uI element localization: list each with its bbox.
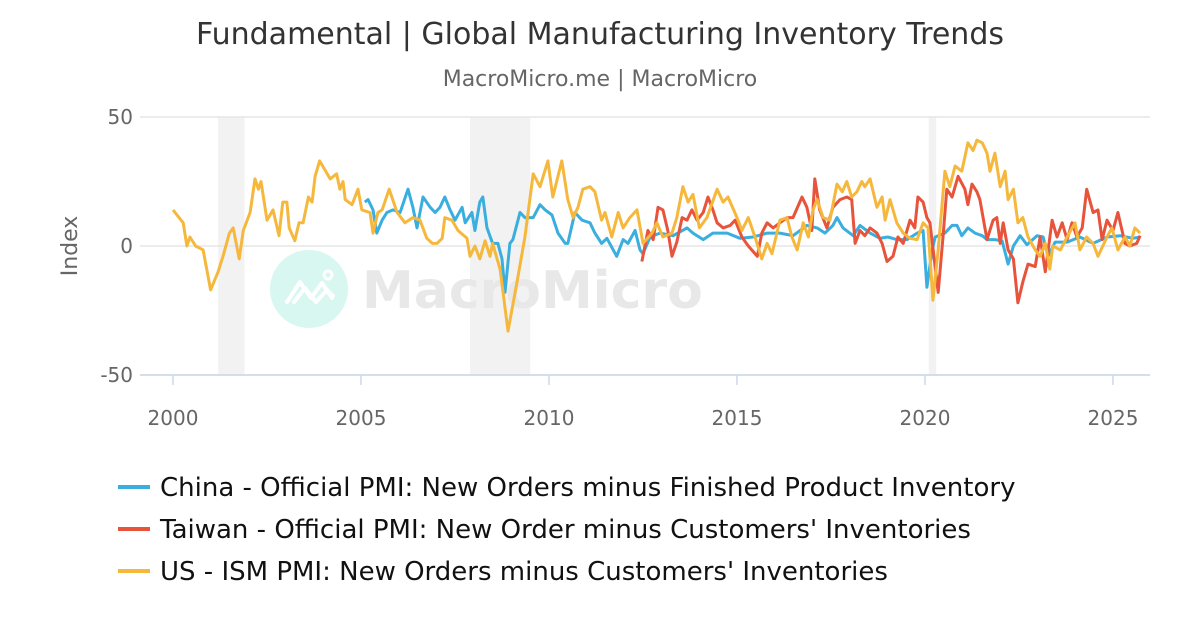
x-tick-label: 2000 <box>148 406 199 430</box>
watermark-text: MacroMicro <box>362 261 703 321</box>
x-tick-label: 2020 <box>900 406 951 430</box>
x-tick-label: 2015 <box>712 406 763 430</box>
series-line-1 <box>640 174 1142 305</box>
x-tick-label: 2025 <box>1088 406 1139 430</box>
legend: China - Official PMI: New Orders minus F… <box>118 473 1015 587</box>
chart-title: Fundamental | Global Manufacturing Inven… <box>196 17 1004 52</box>
chart-subtitle: MacroMicro.me | MacroMicro <box>443 67 758 92</box>
y-axis-label: Index <box>58 216 83 277</box>
legend-item-label: China - Official PMI: New Orders minus F… <box>160 473 1015 503</box>
watermark: MacroMicro <box>270 250 703 328</box>
y-tick-label: 0 <box>120 234 133 258</box>
legend-item-label: Taiwan - Official PMI: New Order minus C… <box>159 515 971 545</box>
y-tick-label: -50 <box>100 363 133 387</box>
series-lines <box>171 138 1142 333</box>
watermark-logo-icon <box>270 250 348 328</box>
axes: 50 0 -50 2000 2005 2010 2015 2020 2025 <box>100 105 1150 430</box>
series-line-2 <box>171 138 1142 333</box>
x-tick-label: 2010 <box>524 406 575 430</box>
watermark-chart-glyph <box>285 280 335 304</box>
y-tick-label: 50 <box>108 105 133 129</box>
legend-item-label: US - ISM PMI: New Orders minus Customers… <box>160 557 888 587</box>
watermark-dot <box>322 269 334 281</box>
x-tick-label: 2005 <box>336 406 387 430</box>
